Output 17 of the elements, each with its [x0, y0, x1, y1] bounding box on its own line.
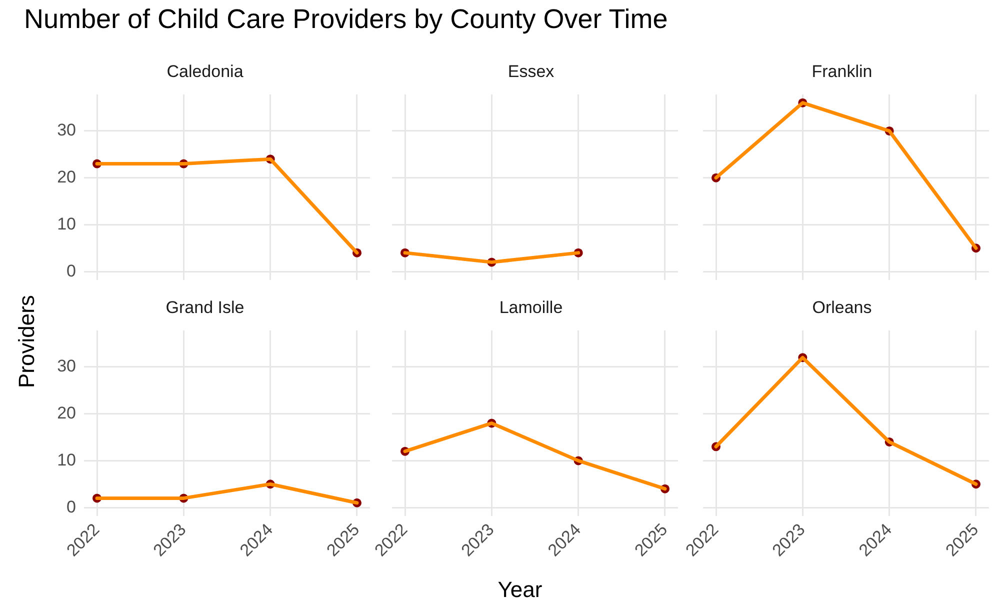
- chart-subtitle: Lamoille: [499, 298, 563, 317]
- y-tick-label: 0: [66, 261, 76, 280]
- x-axis-title: Year: [496, 577, 544, 603]
- y-tick-label: 10: [57, 450, 76, 470]
- y-tick-label: 30: [57, 356, 76, 376]
- y-tick-label: 20: [57, 168, 76, 187]
- y-axis-title: Providers: [14, 295, 40, 388]
- y-tick-label: 10: [57, 214, 76, 234]
- chart-subtitle: Caledonia: [166, 62, 244, 81]
- y-tick-label: 30: [57, 120, 76, 140]
- y-tick-label: 20: [57, 404, 76, 423]
- chart-title: Number of Child Care Providers by County Over Time: [24, 4, 668, 35]
- chart-subtitle: Grand Isle: [166, 298, 244, 317]
- chart-subtitle: Essex: [508, 62, 555, 81]
- chart-subtitle: Orleans: [812, 298, 872, 317]
- y-tick-label: 0: [66, 497, 76, 516]
- chart-subtitle: Franklin: [812, 62, 872, 81]
